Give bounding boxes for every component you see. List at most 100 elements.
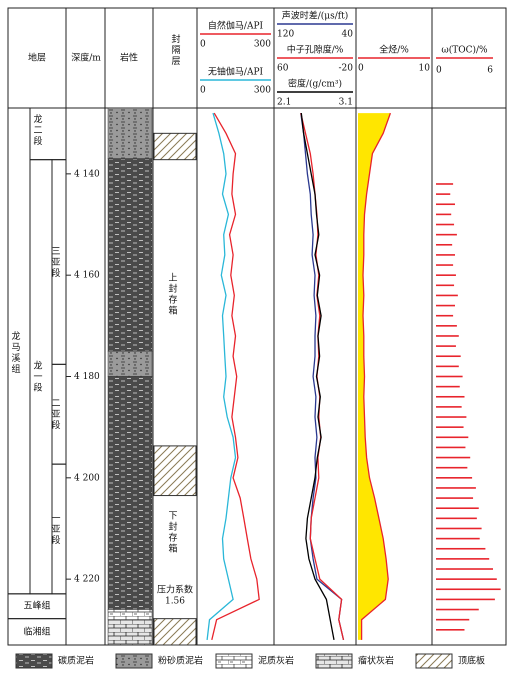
series-name: ω(TOC)/%: [441, 45, 488, 56]
scale-label: 120: [277, 30, 294, 40]
depth-label: 4 160: [74, 271, 100, 281]
submember-cell: [51, 463, 67, 595]
formation-name: 五峰组: [23, 600, 50, 612]
submember-name: 三亚段: [50, 246, 61, 279]
submember-name: 二亚段: [50, 398, 61, 431]
header: 封隔层: [170, 33, 181, 67]
scale-label: -20: [339, 64, 354, 74]
toc-bar: [436, 233, 457, 236]
toc-bar: [436, 558, 490, 560]
scale-label: 60: [277, 64, 289, 74]
toc-bar: [436, 608, 479, 611]
legend-swatch: [315, 653, 353, 669]
depth-label: 4 140: [74, 169, 100, 179]
member-name: 龙一段: [32, 360, 43, 394]
series-name: 声波时差/(μs/ft): [282, 10, 349, 22]
lithology: [107, 619, 153, 646]
curve: [300, 112, 345, 641]
formation-cell: [7, 618, 67, 646]
scale-label: 2.1: [277, 98, 291, 108]
toc-bar: [436, 264, 454, 266]
toc-bar: [436, 426, 464, 428]
seal: [153, 132, 197, 161]
toc-bar: [436, 294, 458, 297]
seal-label: 上封存箱: [167, 272, 178, 316]
toc-bar: [436, 487, 476, 489]
toc-bar: [436, 375, 463, 378]
toc-bar: [436, 395, 465, 398]
toc-bar: [436, 578, 497, 580]
toc-bar: [436, 456, 471, 459]
formation-name: 临湘组: [23, 625, 50, 637]
scale-label: 0: [358, 64, 364, 74]
series-name: 中子孔隙度/%: [287, 44, 344, 56]
toc-bar: [436, 406, 462, 408]
legend-swatch: [215, 653, 253, 669]
toc-bar: [436, 355, 461, 358]
scale-label: 0: [200, 86, 206, 96]
toc-bar: [436, 193, 451, 195]
toc-bar: [436, 517, 477, 520]
header: 地层: [28, 52, 46, 64]
legend-swatch: [115, 653, 153, 669]
toc-bar: [436, 213, 452, 216]
toc-bar: [436, 416, 467, 418]
depth-label: 4 220: [74, 575, 100, 585]
toc-bar: [436, 618, 470, 621]
member-name: 龙二段: [32, 113, 43, 147]
series-name: 全烃/%: [379, 44, 409, 56]
scale-label: 0: [200, 40, 206, 50]
area: [358, 113, 391, 640]
submember-name: 一亚段: [50, 513, 61, 546]
toc-bar: [436, 588, 501, 591]
toc-bar: [436, 477, 473, 479]
curve: [360, 112, 392, 640]
lithology: [107, 376, 153, 610]
toc-bar: [436, 183, 454, 185]
toc-bar: [436, 335, 459, 337]
toc-bar: [436, 243, 453, 246]
scale-label: 300: [254, 40, 271, 50]
curve: [300, 113, 345, 641]
curve: [206, 112, 237, 640]
toc-bar: [436, 314, 454, 317]
depth-label: 4 180: [74, 372, 100, 382]
toc-bar: [436, 446, 466, 449]
toc-bar: [436, 507, 479, 510]
scale-label: 3.1: [339, 98, 353, 108]
toc-bar: [436, 466, 468, 469]
legend-label: 粉砂质泥岩: [158, 655, 203, 667]
toc-bar: [436, 365, 459, 368]
toc-bar: [436, 274, 456, 276]
series-name: 无铀伽马/API: [208, 66, 264, 78]
header: 岩性: [120, 52, 138, 64]
toc-bar: [436, 537, 480, 540]
lithology: [107, 158, 153, 352]
scale-label: 300: [254, 86, 271, 96]
seal: [153, 445, 197, 497]
toc-bar: [436, 254, 455, 256]
pressure-label: 压力系数: [157, 584, 193, 596]
pressure-value: 1.56: [165, 597, 185, 607]
seal: [153, 618, 197, 646]
toc-bar: [436, 568, 493, 570]
legend-label: 泥质灰岩: [258, 655, 294, 667]
scale-label: 0: [436, 66, 442, 76]
legend-label: 碳质泥岩: [58, 655, 94, 667]
curve: [300, 113, 335, 641]
toc-bar: [436, 547, 486, 550]
lithology: [107, 350, 153, 377]
toc-bar: [436, 203, 455, 206]
frame: [7, 7, 507, 646]
scale-label: 6: [487, 66, 493, 76]
toc-bar: [436, 304, 455, 307]
legend-swatch: [15, 653, 53, 669]
lithology: [107, 609, 153, 620]
toc-bar: [436, 629, 465, 631]
toc-bar: [436, 497, 474, 499]
toc-bar: [436, 385, 460, 388]
depth-label: 4 200: [74, 473, 100, 483]
series-name: 密度/(g/cm³): [288, 78, 342, 90]
legend-label: 瘤状灰岩: [358, 655, 394, 667]
